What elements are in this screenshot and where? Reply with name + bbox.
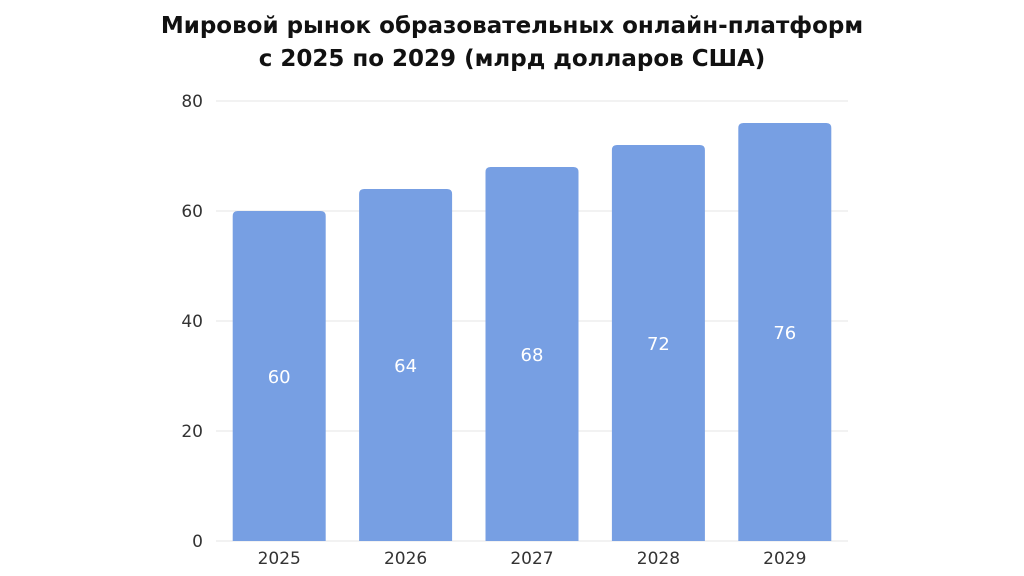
y-tick-label: 80 [181, 92, 203, 112]
bar-value-label: 76 [773, 323, 796, 344]
bar-value-label: 64 [394, 356, 417, 377]
bar-value-label: 60 [268, 367, 291, 388]
chart-title-line-1: Мировой рынок образовательных онлайн-пла… [160, 13, 864, 39]
bar-2028 [611, 145, 705, 541]
bar-2029 [738, 123, 832, 541]
bar-2027 [485, 167, 579, 541]
y-axis: 0 20 40 60 80 [181, 92, 203, 552]
x-axis: 2025 2026 2027 2028 2029 [258, 549, 807, 569]
x-tick-label: 2028 [637, 549, 680, 569]
x-tick-label: 2027 [510, 549, 553, 569]
x-tick-label: 2029 [763, 549, 806, 569]
bars: 60 64 68 72 76 [232, 123, 832, 541]
x-tick-label: 2025 [258, 549, 301, 569]
bar-value-label: 68 [521, 345, 544, 366]
bar-2025 [232, 211, 326, 541]
y-tick-label: 0 [192, 532, 203, 552]
y-tick-label: 40 [181, 312, 203, 332]
y-tick-label: 20 [181, 422, 203, 442]
x-tick-label: 2026 [384, 549, 427, 569]
bar-2026 [359, 189, 453, 541]
y-tick-label: 60 [181, 202, 203, 222]
chart-title: Мировой рынок образовательных онлайн-пла… [0, 10, 1024, 76]
chart-title-line-2: с 2025 по 2029 (млрд долларов США) [258, 46, 766, 72]
bar-value-label: 72 [647, 334, 670, 355]
